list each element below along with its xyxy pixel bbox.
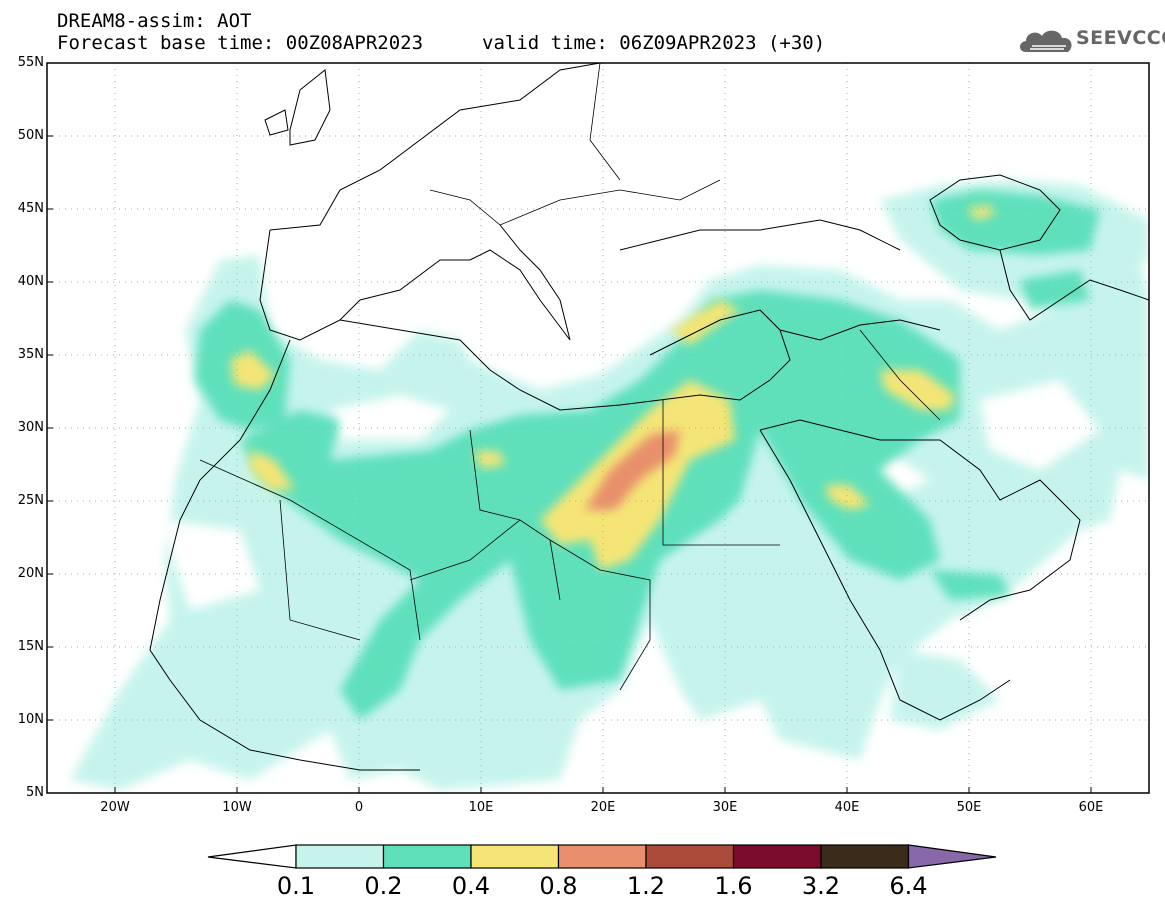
colorbar-upper-extend	[907, 844, 997, 869]
lon-label: 10W	[222, 800, 252, 815]
colorbar-bin-7	[820, 844, 910, 869]
lat-label: 35N	[17, 347, 44, 362]
lon-label: 20W	[100, 800, 130, 815]
graticule	[47, 63, 1149, 793]
colorbar-bin-6	[732, 844, 822, 869]
lon-label: 30E	[712, 800, 738, 815]
lat-label: 5N	[26, 785, 44, 800]
forecast-base-time: Forecast base time: 00Z08APR2023	[57, 32, 424, 54]
lon-label: 0	[354, 800, 364, 815]
colorbar-bin-1	[295, 844, 385, 869]
colorbar-label: 0.1	[276, 872, 316, 900]
colorbar-bin-4	[557, 844, 647, 869]
coastlines	[149, 63, 1149, 771]
lon-label: 60E	[1078, 800, 1104, 815]
chart-title: DREAM8-assim: AOT	[57, 10, 252, 32]
colorbar-bin-3	[470, 844, 560, 869]
valid-time: valid time: 06Z09APR2023 (+30)	[482, 32, 826, 54]
lon-label: 40E	[834, 800, 860, 815]
colorbar-label: 6.4	[889, 872, 928, 900]
colorbar	[207, 844, 997, 869]
lon-label: 10E	[468, 800, 494, 815]
lat-label: 45N	[17, 201, 44, 216]
colorbar-bin-2	[382, 844, 472, 869]
colorbar-lower-extend	[207, 844, 297, 869]
colorbar-label: 0.2	[364, 872, 403, 900]
country-borders	[199, 63, 941, 691]
lat-label: 55N	[17, 55, 44, 70]
colorbar-label: 1.6	[714, 872, 753, 900]
lat-label: 40N	[17, 274, 44, 289]
lat-label: 15N	[17, 639, 44, 654]
aot-fields	[70, 180, 1149, 790]
cloud-icon	[1020, 30, 1072, 52]
lat-label: 20N	[17, 566, 44, 581]
lon-label: 20E	[590, 800, 616, 815]
lat-label: 25N	[17, 493, 44, 508]
axis-ticks	[47, 62, 1092, 793]
colorbar-label: 0.8	[539, 872, 578, 900]
lon-label: 50E	[956, 800, 982, 815]
colorbar-label: 3.2	[801, 872, 841, 900]
colorbar-bin-5	[645, 844, 735, 869]
lat-label: 10N	[17, 712, 44, 727]
lat-label: 30N	[17, 420, 44, 435]
colorbar-label: 0.4	[451, 872, 491, 900]
lat-label: 50N	[17, 128, 44, 143]
colorbar-label: 1.2	[626, 872, 666, 900]
logo-text: SEEVCCC	[1076, 27, 1165, 49]
